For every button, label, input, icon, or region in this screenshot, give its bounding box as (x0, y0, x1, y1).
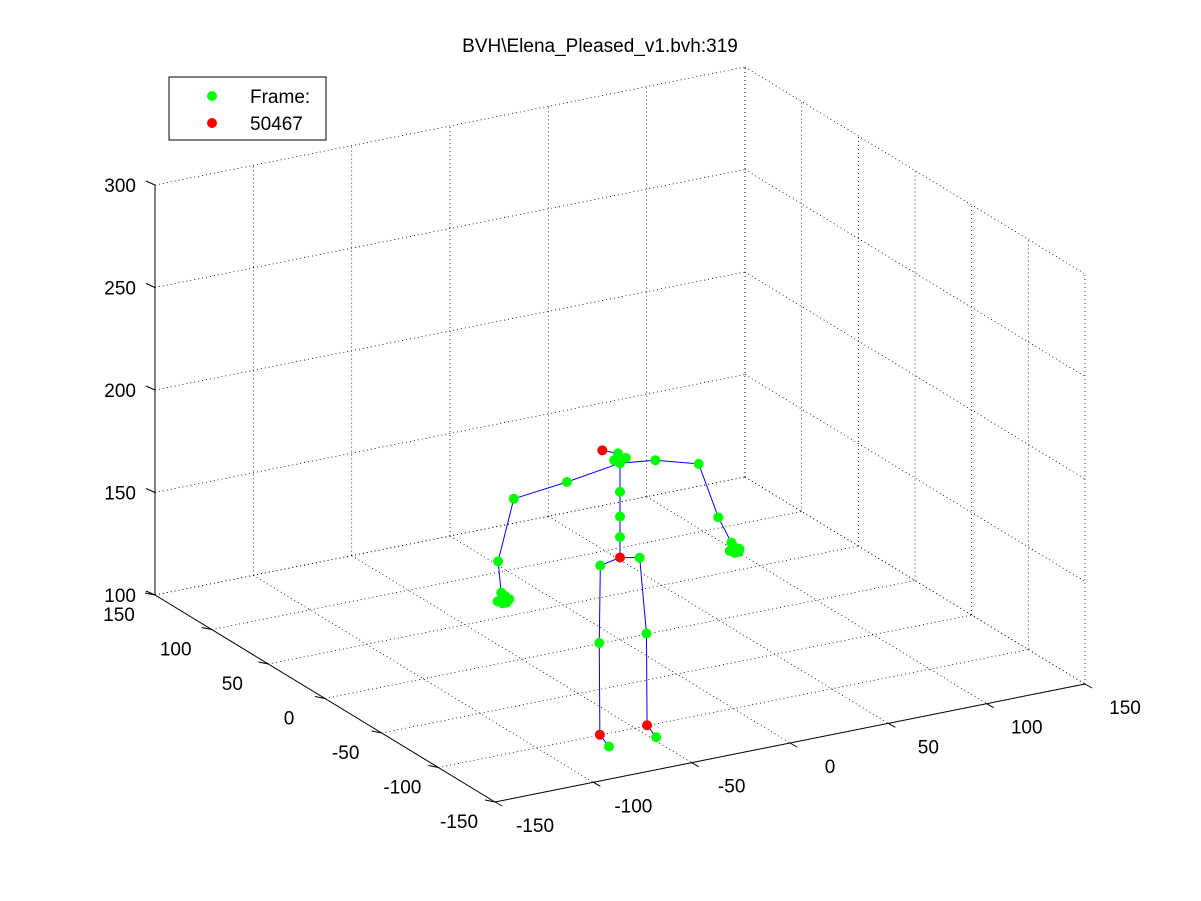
bone (598, 642, 601, 735)
z-tick-label: 100 (104, 586, 136, 607)
x-tick-label: 150 (1109, 698, 1141, 719)
joint-r_hand (726, 537, 737, 548)
chart-title: BVH\Elena_Pleased_v1.bvh:319 (462, 36, 738, 57)
joint-spine (615, 532, 625, 542)
joint-l_clavicle (561, 477, 572, 488)
joint-l_foot (594, 729, 605, 740)
legend: Frame: 50467 (168, 76, 327, 141)
joint-r_toe (651, 732, 662, 743)
bone (566, 462, 621, 483)
x-tick (789, 742, 798, 748)
x-tick (593, 781, 601, 787)
joint-r_upleg (634, 552, 645, 563)
joint-l_leg (594, 637, 605, 648)
floor-grid-line (438, 649, 1029, 768)
y-tick-label: 100 (160, 640, 192, 661)
y-tick (144, 592, 156, 596)
joint-head_top (613, 448, 624, 459)
x-tick-label: -150 (516, 816, 554, 837)
x-tick (494, 801, 503, 807)
joint-head (597, 445, 608, 456)
bone (645, 633, 648, 726)
y-tick (258, 661, 269, 665)
tick-labels: 100150200250300-150-100-50050100150-150-… (103, 176, 1141, 837)
y-tick (484, 799, 496, 803)
x-tick-label: -100 (614, 796, 652, 817)
z-tick-label: 250 (104, 279, 136, 300)
legend-swatch-frame (207, 91, 217, 101)
joint-spine2 (615, 486, 625, 497)
y-tick-label: -100 (383, 778, 421, 799)
joint-l_hand (496, 587, 507, 598)
back-wall-grid-line (154, 271, 746, 391)
z-tick (145, 283, 156, 288)
bone (598, 565, 601, 644)
skeleton-joints (492, 445, 745, 752)
x-tick-label: 0 (825, 757, 836, 778)
back-wall-grid-line (154, 66, 746, 186)
joint-hips (615, 552, 625, 563)
floor-grid-line (324, 580, 916, 699)
y-tick-label: 50 (222, 674, 243, 695)
floor-grid-line (381, 614, 972, 734)
bone (655, 459, 699, 465)
bone (698, 463, 719, 518)
y-tick (314, 696, 326, 699)
grid (154, 66, 1086, 803)
joint-l_upleg (595, 560, 606, 571)
legend-label-frame: Frame: (250, 87, 310, 108)
legend-swatch-frame-number (207, 118, 217, 128)
joint-r_leg (641, 628, 652, 639)
y-tick (371, 730, 382, 734)
z-tick-label: 300 (104, 176, 136, 197)
x-tick (691, 762, 699, 768)
y-tick-label: 150 (103, 605, 135, 626)
x-tick (986, 703, 994, 709)
z-tick (145, 180, 156, 186)
legend-label-frame-number: 50467 (250, 114, 303, 135)
bone (497, 498, 515, 562)
joint-r_forearm (713, 512, 724, 523)
bone (513, 481, 568, 500)
joint-r_upperarm (693, 458, 704, 469)
floor-grid-line (268, 545, 859, 665)
z-tick (145, 488, 156, 493)
joint-r_clavicle (650, 455, 661, 466)
x-tick (888, 722, 896, 728)
y-tick-label: -150 (440, 812, 478, 833)
joint-r_foot (642, 720, 653, 731)
y-tick-label: 0 (284, 709, 295, 730)
floor-grid-line (211, 511, 802, 630)
x-tick-label: 100 (1011, 718, 1043, 739)
x-tick-label: 50 (918, 737, 939, 758)
bone (639, 557, 647, 634)
z-tick-label: 200 (104, 381, 136, 402)
axes (144, 180, 1093, 807)
back-wall-grid-line (154, 374, 746, 493)
back-wall-grid-line (154, 476, 746, 596)
y-tick (201, 627, 212, 630)
x-tick (1084, 683, 1093, 689)
back-wall-grid-line (154, 169, 746, 288)
z-tick (145, 385, 156, 391)
y-tick (428, 765, 439, 768)
joint-neck_r (620, 452, 631, 463)
legend-box (168, 76, 327, 141)
joint-spine1 (615, 511, 625, 522)
joint-l_toe (604, 741, 614, 752)
y-tick-label: -50 (332, 743, 359, 764)
joint-l_forearm (493, 556, 504, 567)
joint-l_upperarm (508, 493, 519, 504)
bone (497, 561, 502, 593)
z-tick-label: 150 (104, 484, 136, 505)
x-tick-label: -50 (718, 777, 745, 798)
